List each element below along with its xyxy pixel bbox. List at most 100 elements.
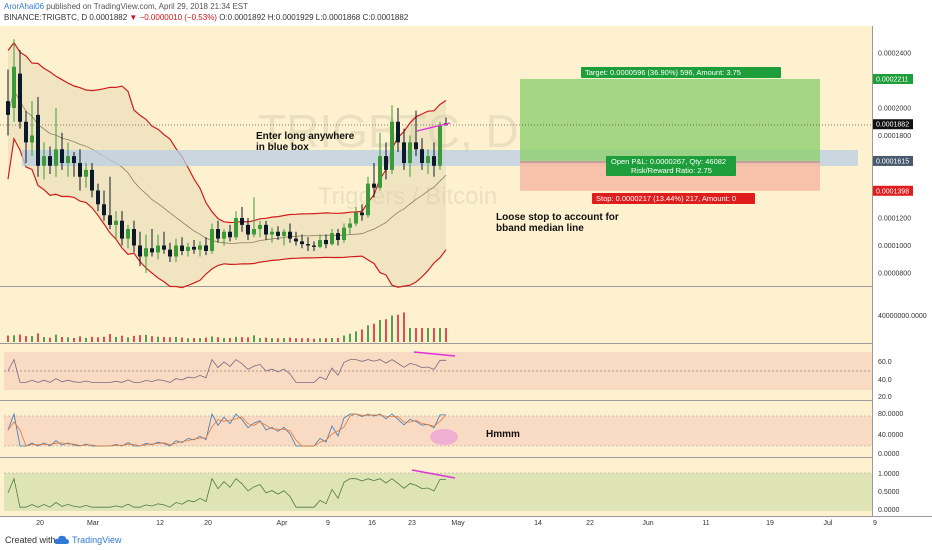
candle-body <box>234 218 238 238</box>
osc-divergence-line <box>411 469 456 479</box>
time-tick: Apr <box>277 520 289 527</box>
candle-body <box>132 229 136 246</box>
time-scale[interactable] <box>0 516 932 532</box>
volume-bar <box>283 338 285 342</box>
volume-bar <box>25 336 27 342</box>
time-tick: 22 <box>586 520 594 527</box>
candle-body <box>348 223 352 228</box>
publish-line: ArorAhai06 published on TradingView.com,… <box>4 2 248 12</box>
target-label: Target: 0.0000596 (36.90%) 596, Amount: … <box>585 68 741 77</box>
volume-bar <box>91 336 93 342</box>
price-badges: 0.0002211 0.0001882 0.0001615 0.0001398 <box>873 73 913 196</box>
candle-body <box>420 149 424 163</box>
candle-body <box>390 121 394 170</box>
candle-body <box>354 212 358 224</box>
time-tick: Mar <box>87 520 100 527</box>
volume-bars <box>7 312 447 342</box>
volume-bar <box>319 338 321 342</box>
candle-body <box>30 135 34 143</box>
volume-bar <box>103 336 105 342</box>
candle-body <box>252 229 256 235</box>
rsi-ticks: 60.0 40.0 20.0 <box>878 359 892 401</box>
symbol-name: BINANCE:TRIGBTC, D <box>4 13 88 22</box>
candle-body <box>126 229 130 239</box>
stop-note-line1: Loose stop to account for <box>496 212 619 223</box>
price-badge-text: 0.0001398 <box>876 188 909 195</box>
time-tick: 11 <box>702 520 709 527</box>
volume-bar <box>97 337 99 342</box>
bband-median <box>7 89 447 244</box>
volume-bar <box>439 328 441 342</box>
price-badge <box>873 119 913 130</box>
volume-pane[interactable] <box>0 287 872 343</box>
candle-body <box>216 229 220 239</box>
chart-area[interactable]: TRIGBTC, D Triggers / Bitcoin Enter long… <box>0 26 932 532</box>
volume-bar <box>79 336 81 342</box>
osc-ticks: 1.0000 0.5000 0.0000 <box>878 471 900 514</box>
volume-bar <box>217 337 219 342</box>
volume-bar <box>235 336 237 342</box>
volume-bar <box>151 336 153 342</box>
target-zone[interactable] <box>520 78 820 161</box>
volume-bar <box>289 337 291 342</box>
symbol-watermark: TRIGBTC, D <box>258 105 519 157</box>
price-badge-text: 0.0001615 <box>876 158 909 165</box>
candle-body <box>48 156 52 166</box>
candle-body <box>192 246 196 250</box>
volume-bar <box>175 336 177 342</box>
volume-bar <box>7 335 9 342</box>
indicator-tick: 0.0000 <box>878 507 900 514</box>
candle-body <box>174 245 178 257</box>
chart-header: ArorAhai06 published on TradingView.com,… <box>0 0 932 26</box>
volume-bar <box>205 337 207 342</box>
volume-bar <box>229 337 231 342</box>
rsi-line <box>7 358 446 383</box>
volume-bar <box>13 335 15 342</box>
candle-body <box>36 114 40 166</box>
tradingview-brand[interactable]: TradingView <box>72 535 122 545</box>
volume-bar <box>361 329 363 342</box>
candle-body <box>414 142 418 150</box>
rr-label: Risk/Reward Ratio: 2.75 <box>631 166 712 175</box>
down-arrow-icon: ▼ <box>129 13 138 22</box>
candle-body <box>222 231 226 239</box>
candle-body <box>276 231 280 236</box>
ohlc-values: O:0.0001892 H:0.0001929 L:0.0001868 C:0.… <box>219 13 409 22</box>
created-with-text: Created with <box>5 535 56 545</box>
volume-bar <box>271 338 273 342</box>
volume-bar <box>67 337 69 342</box>
author-link[interactable]: ArorAhai06 <box>4 2 45 11</box>
price-tick: 0.0002400 <box>878 51 911 58</box>
candle-body <box>336 233 340 240</box>
candle-body <box>228 231 232 238</box>
volume-bar <box>445 328 447 342</box>
bband-upper <box>7 41 447 224</box>
volume-bar <box>121 335 123 342</box>
candle-body <box>270 231 274 235</box>
candle-body <box>162 245 166 250</box>
indicator-tick: 40.0000 <box>878 432 903 439</box>
candle-body <box>90 169 94 191</box>
candle-body <box>108 215 112 225</box>
candle-body <box>54 149 58 166</box>
volume-bar <box>109 334 111 342</box>
candle-body <box>84 169 88 177</box>
price-badge <box>873 185 913 196</box>
time-tick: 19 <box>766 520 774 527</box>
price-scale[interactable] <box>872 26 932 516</box>
volume-bar <box>157 336 159 342</box>
candle-body <box>258 224 262 229</box>
volume-bar <box>295 338 297 342</box>
time-tick: 16 <box>368 520 376 527</box>
time-tick: 12 <box>156 520 164 527</box>
volume-bar <box>145 334 147 342</box>
volume-bar <box>133 335 135 342</box>
volume-bar <box>61 336 63 342</box>
candle-body <box>318 240 322 247</box>
indicator-tick: 80.0000 <box>878 411 903 418</box>
candle-body <box>378 156 382 188</box>
candle-body <box>360 212 364 216</box>
candle-body <box>312 245 316 247</box>
candle-body <box>324 240 328 245</box>
candle-body <box>342 227 346 240</box>
